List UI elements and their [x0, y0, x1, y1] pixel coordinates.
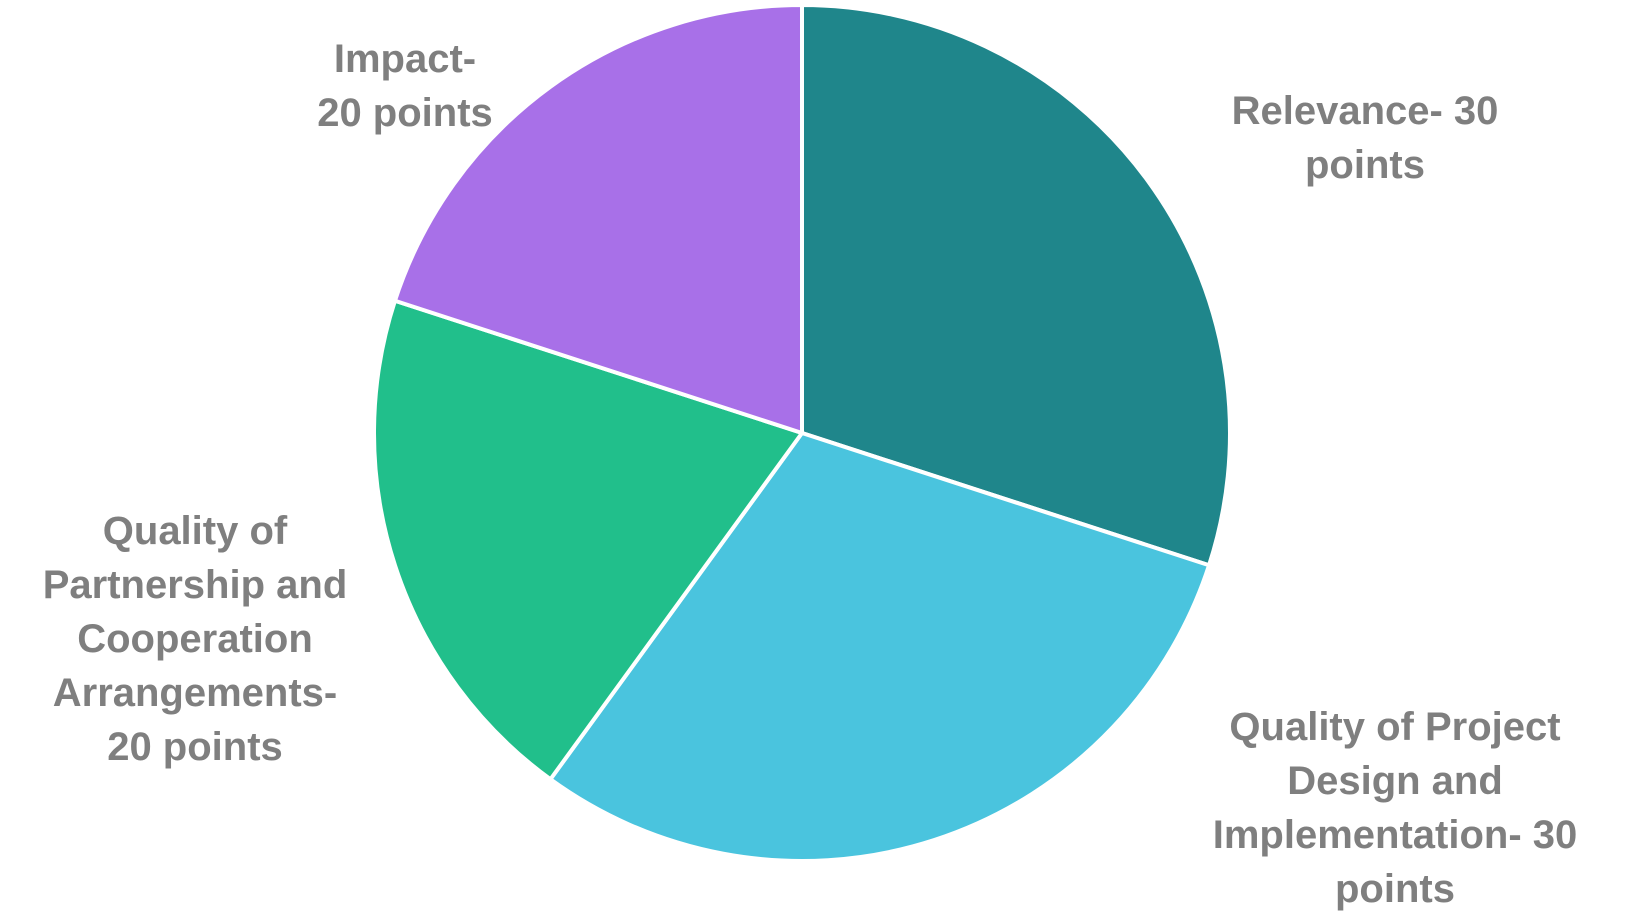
- slice-label-impact: Impact- 20 points: [270, 32, 540, 140]
- pie-slice-impact: [392, 3, 804, 435]
- slice-label-line: Cooperation: [77, 617, 313, 661]
- pie-slice-partnership: [372, 298, 804, 782]
- slice-label-line: Implementation- 30: [1212, 813, 1578, 857]
- pie-slice-project-design: [548, 431, 1212, 863]
- slice-label-line: Arrangements-: [52, 671, 338, 715]
- slice-label-line: Quality of Project: [1229, 705, 1561, 749]
- slice-label-line: Quality of: [102, 509, 288, 553]
- slice-label-partnership: Quality of Partnership and Cooperation A…: [0, 504, 390, 774]
- slice-label-line: Design and: [1287, 759, 1503, 803]
- slice-label-line: points: [1305, 143, 1425, 187]
- slice-label-line: Impact-: [333, 37, 477, 81]
- pie-slice-relevance: [800, 3, 1232, 568]
- slice-label-line: Relevance- 30: [1231, 89, 1499, 133]
- slice-label-line: points: [1335, 867, 1455, 911]
- slice-label-line: Partnership and: [42, 563, 348, 607]
- slice-label-project-design: Quality of Project Design and Implementa…: [1175, 700, 1615, 916]
- slice-label-line: 20 points: [107, 725, 283, 769]
- slice-label-line: 20 points: [317, 91, 493, 135]
- slice-label-relevance: Relevance- 30 points: [1195, 84, 1535, 192]
